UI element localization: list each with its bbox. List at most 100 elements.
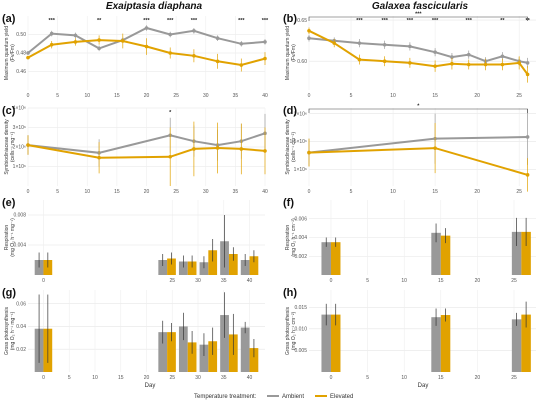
x-tick-label: 10: [401, 278, 407, 284]
data-point: [332, 41, 337, 45]
bar: [511, 319, 522, 372]
series-ambient: [321, 303, 522, 372]
bar: [431, 232, 441, 275]
x-tick-label: 15: [438, 278, 444, 284]
y-tick-label: 1×10⁶: [294, 167, 307, 173]
data-point: [26, 51, 30, 55]
y-tick-label: 0.06: [16, 301, 26, 307]
x-axis-title-left: Day: [145, 383, 156, 389]
y-axis-label: (mg O₂ h⁻¹ mg⁻¹): [10, 218, 16, 257]
y-axis-label: Maximum quantum yield: [285, 26, 291, 80]
significance-marker: ***: [415, 12, 422, 18]
x-tick-label: 25: [511, 278, 517, 284]
x-tick-label: 30: [203, 93, 209, 99]
series-elevated: [26, 33, 267, 72]
bar: [249, 256, 259, 275]
x-tick-label: 25: [173, 189, 179, 195]
x-tick-label: 15: [432, 93, 438, 99]
data-point: [73, 33, 78, 38]
data-point: [450, 55, 454, 59]
panels: 0.460.480.500 5 10 15 20 25 30 35 40(a)Maximum q…: [2, 12, 536, 381]
data-point: [357, 41, 362, 45]
data-point: [192, 53, 196, 58]
y-tick-label: 0.02: [16, 347, 26, 353]
x-tick-label: 10: [390, 93, 396, 99]
x-tick-label: 10: [84, 93, 90, 99]
x-tick-label: 0: [42, 278, 45, 284]
legend-elevated-label: Elevated: [330, 394, 353, 400]
significance-marker: ***: [238, 18, 245, 24]
y-axis-label: (Fv/Fm): [291, 44, 297, 62]
significance-marker: ***: [143, 18, 150, 24]
data-point: [73, 40, 78, 44]
x-tick-label: 5: [350, 189, 353, 195]
y-tick-label: 0.65: [297, 18, 307, 24]
x-tick-label: 40: [262, 93, 268, 99]
bar: [321, 242, 331, 275]
panel-label: (g): [2, 287, 16, 299]
data-point: [466, 62, 471, 67]
panel-label: (c): [2, 105, 16, 117]
y-tick-label: 0.60: [297, 59, 307, 65]
y-axis-label: (Fv/Fm): [10, 44, 16, 62]
y-tick-label: 2×10⁶: [294, 111, 307, 117]
y-tick-label: 0.005: [294, 348, 307, 354]
y-tick-label: 0.006: [294, 216, 307, 222]
y-axis-label: Respiration: [285, 225, 291, 251]
y-tick-label: 1×10⁶: [13, 164, 26, 170]
x-tick-label: 20: [144, 189, 150, 195]
data-point: [144, 26, 149, 30]
x-tick-label: 0: [330, 375, 333, 381]
bar: [440, 315, 451, 372]
x-tick-label: 30: [203, 189, 209, 195]
bar: [208, 250, 218, 275]
y-tick-label: 1.5×10⁶: [290, 139, 308, 145]
x-tick-label: 20: [475, 375, 481, 381]
significance-bracket: [308, 108, 528, 113]
y-tick-label: 0.015: [294, 305, 307, 311]
x-tick-label: 20: [144, 375, 150, 381]
data-point: [215, 36, 220, 40]
data-point: [263, 40, 267, 44]
data-point: [26, 55, 30, 60]
x-tick-label: 5: [56, 93, 59, 99]
y-axis-label: Maximum quantum yield: [4, 26, 10, 80]
bar: [321, 314, 331, 372]
series-ambient: [321, 217, 522, 275]
x-tick-label: 20: [474, 189, 480, 195]
bar: [511, 231, 522, 275]
y-tick-label: 4×10⁶: [13, 106, 26, 112]
data-point: [500, 62, 505, 67]
significance-bracket: [308, 16, 528, 21]
bar: [199, 344, 209, 372]
data-point: [382, 59, 387, 64]
x-tick-label: 10: [92, 375, 98, 381]
bar: [228, 254, 238, 275]
series-ambient: [34, 215, 250, 275]
x-tick-label: 5: [56, 189, 59, 195]
significance-marker: ***: [407, 18, 414, 24]
panel-c: 1×10⁶ 2×10⁶ 3×10⁶ 4×10⁶ 0 5 10 15 20 25 30 35 40 (c) S…: [2, 105, 268, 195]
panel-label: (b): [283, 13, 297, 25]
significance-marker: ***: [432, 18, 439, 24]
series-ambient: [26, 25, 267, 55]
bar: [158, 332, 168, 372]
x-tick-label: 20: [144, 93, 150, 99]
y-tick-label: 0.004: [294, 235, 307, 241]
data-point: [525, 173, 530, 177]
data-point: [192, 29, 196, 33]
x-tick-label: 15: [114, 93, 120, 99]
data-point: [517, 61, 521, 65]
significance-marker: **: [500, 18, 505, 24]
x-tick-label: 25: [169, 375, 175, 381]
bar: [220, 315, 229, 372]
data-point: [263, 56, 267, 61]
y-axis-label: (cells⁻¹ mg⁻¹): [10, 132, 16, 163]
bar: [208, 341, 218, 372]
y-tick-label: 0.010: [294, 327, 307, 333]
legend-title: Temperature treatment:: [194, 394, 257, 400]
bar: [199, 262, 209, 275]
bar: [431, 317, 441, 372]
x-tick-label: 35: [221, 375, 227, 381]
